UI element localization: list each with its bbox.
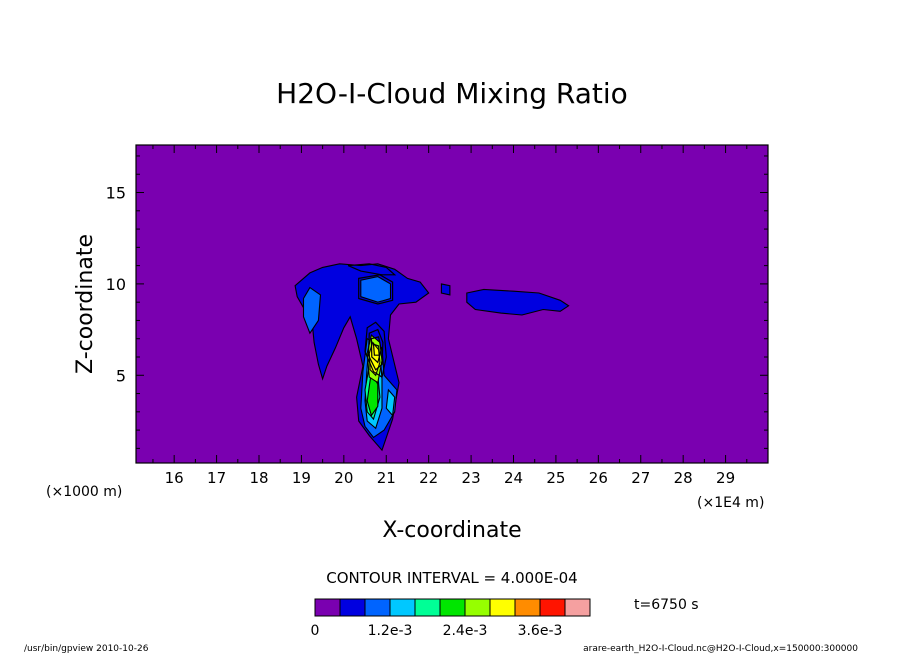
x-tick-label: 20	[334, 469, 353, 487]
contour-region-5	[360, 276, 392, 303]
x-tick-label: 17	[207, 469, 226, 487]
x-tick-label: 25	[546, 469, 565, 487]
colorbar-swatch	[414, 598, 441, 617]
colorbar-label: 0	[311, 623, 320, 639]
y-tick-label: 15	[106, 184, 126, 203]
colorbar-label: 2.4e-3	[443, 623, 488, 639]
chart-title: H2O-I-Cloud Mixing Ratio	[276, 77, 628, 110]
x-tick-label: 28	[674, 469, 693, 487]
colorbar-swatch	[439, 598, 466, 617]
colorbar-swatch	[364, 598, 391, 617]
y-tick-label: 5	[116, 366, 126, 385]
colorbar-swatch	[564, 598, 591, 617]
y-axis-label: Z-coordinate	[73, 234, 98, 374]
colorbar-swatch	[489, 598, 516, 617]
x-tick-label: 18	[249, 469, 268, 487]
contour-region-4	[302, 286, 322, 335]
contour-line-2	[367, 328, 384, 371]
contour-line-6	[358, 274, 394, 305]
plot-background	[136, 145, 768, 463]
colorbar-label: 3.6e-3	[518, 623, 563, 639]
y-tick-label: 10	[106, 275, 126, 294]
colorbar	[314, 598, 591, 617]
x-tick-label: 21	[377, 469, 396, 487]
plot-frame	[135, 144, 769, 464]
contour-line-1	[364, 321, 387, 379]
x-tick-label: 23	[462, 469, 481, 487]
x-tick-label: 19	[292, 469, 311, 487]
x-axis-label: X-coordinate	[382, 518, 521, 543]
colorbar-swatch	[314, 598, 341, 617]
colorbar-swatch	[539, 598, 566, 617]
contour-region-8	[385, 388, 396, 417]
x-unit-right: (×1E4 m)	[697, 495, 764, 511]
colorbar-swatch	[514, 598, 541, 617]
x-tick-label: 26	[589, 469, 608, 487]
colorbar-swatch	[464, 598, 491, 617]
x-tick-label: 16	[165, 469, 184, 487]
colorbar-swatch	[339, 598, 366, 617]
x-tick-label: 24	[504, 469, 523, 487]
x-tick-label: 22	[419, 469, 438, 487]
contour-line-3	[370, 336, 382, 364]
footer-left: /usr/bin/gpview 2010-10-26	[24, 644, 149, 654]
contour-line-4	[372, 343, 381, 356]
x-tick-label: 27	[631, 469, 650, 487]
contour-region-3	[466, 288, 570, 316]
x-unit-left: (×1000 m)	[46, 484, 122, 500]
colorbar-swatch	[389, 598, 416, 617]
contour-line-5	[347, 263, 397, 276]
contour-region-2	[440, 283, 451, 296]
colorbar-label: 1.2e-3	[368, 623, 413, 639]
footer-right: arare-earth_H2O-I-Cloud.nc@H2O-I-Cloud,x…	[583, 644, 858, 654]
x-tick-label: 29	[716, 469, 735, 487]
time-label: t=6750 s	[634, 597, 699, 613]
plot-area	[135, 144, 769, 464]
contour-interval-label: CONTOUR INTERVAL = 4.000E-04	[326, 569, 577, 587]
